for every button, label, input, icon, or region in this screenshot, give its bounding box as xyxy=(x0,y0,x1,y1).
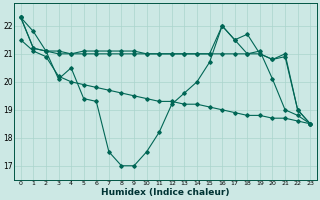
X-axis label: Humidex (Indice chaleur): Humidex (Indice chaleur) xyxy=(101,188,230,197)
